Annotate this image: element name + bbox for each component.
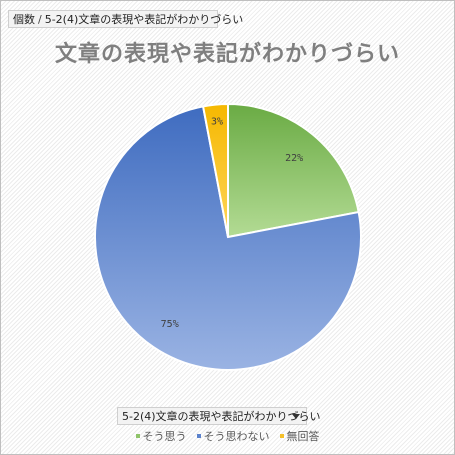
data-label-agree: 22%	[285, 153, 303, 164]
legend-item-agree: そう思う	[135, 428, 187, 444]
breadcrumb-field: 5-2(4)文章の表現や表記がわかりづらい	[44, 13, 244, 26]
breadcrumb-prefix: 個数	[13, 13, 35, 26]
legend-swatch-no-answer	[279, 434, 284, 438]
legend-label-no-answer: 無回答	[286, 430, 320, 443]
data-label-disagree: 75%	[161, 319, 179, 330]
breadcrumb[interactable]: 個数/5-2(4)文章の表現や表記がわかりづらい	[8, 10, 243, 28]
legend-item-no-answer: 無回答	[279, 428, 320, 444]
legend-label-disagree: そう思わない	[203, 430, 270, 443]
filter-field-button[interactable]: 5-2(4)文章の表現や表記がわかりづらい	[117, 407, 321, 425]
legend-swatch-agree	[135, 434, 140, 438]
pie-slice-agree[interactable]	[227, 102, 360, 239]
chart-title: 文章の表現や表記がわかりづらい	[54, 42, 400, 67]
pie-slice-no-answer[interactable]	[201, 102, 229, 238]
dropdown-arrow-icon[interactable]	[292, 414, 300, 419]
legend-label-agree: そう思う	[142, 430, 187, 443]
data-label-no-answer: 3%	[211, 116, 223, 127]
pie-slice-disagree[interactable]	[94, 105, 362, 371]
chart-legend: そう思う そう思わない 無回答	[0, 428, 455, 444]
legend-item-disagree: そう思わない	[196, 428, 270, 444]
filter-field-label: 5-2(4)文章の表現や表記がわかりづらい	[122, 410, 321, 423]
legend-swatch-disagree	[196, 434, 201, 438]
breadcrumb-separator: /	[38, 13, 42, 26]
